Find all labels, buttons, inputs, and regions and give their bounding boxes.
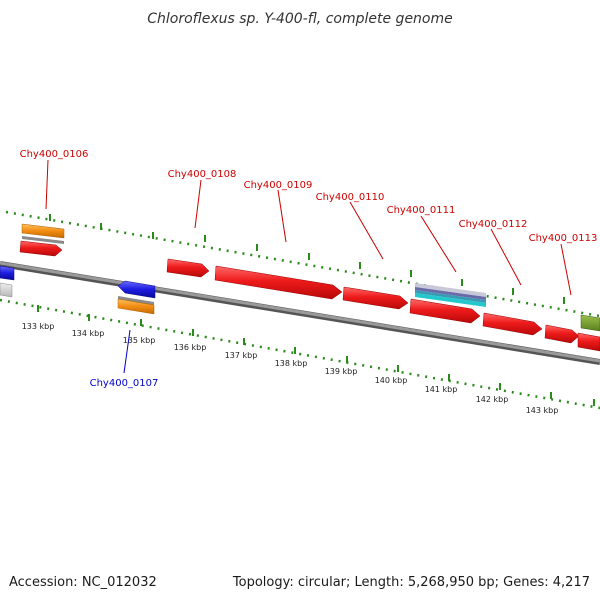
gene-label-chy400-0106[interactable]: Chy400_0106 xyxy=(20,149,89,160)
scale-label: 141 kbp xyxy=(425,385,458,394)
reverse-major-ticks xyxy=(37,305,595,406)
scale-label: 136 kbp xyxy=(174,343,207,352)
gene-label-chy400-0111[interactable]: Chy400_0111 xyxy=(387,205,456,216)
scale-label: 139 kbp xyxy=(325,367,358,376)
feature-chy400-0113[interactable] xyxy=(544,324,580,344)
forward-major-ticks xyxy=(49,214,565,304)
gene-label-chy400-0109[interactable]: Chy400_0109 xyxy=(244,180,313,191)
gene-label-chy400-0113[interactable]: Chy400_0113 xyxy=(529,233,598,244)
gene-labels: Chy400_0106 Chy400_0107 Chy400_0108 Chy4… xyxy=(20,149,598,389)
feature-chy400-0112[interactable] xyxy=(482,312,543,336)
feature-chy400-0108[interactable] xyxy=(166,258,210,278)
scale-label: 137 kbp xyxy=(225,351,258,360)
feature-chy400-0107[interactable] xyxy=(117,280,156,315)
feature-edge-left[interactable] xyxy=(0,265,15,298)
feature-chy400-0110[interactable] xyxy=(342,286,409,310)
scale-label: 134 kbp xyxy=(72,329,105,338)
scale-label: 135 kbp xyxy=(123,336,156,345)
gene-label-chy400-0107[interactable]: Chy400_0107 xyxy=(90,378,159,389)
feature-chy400-0106[interactable] xyxy=(19,223,65,257)
scale-labels: 133 kbp 134 kbp 135 kbp 136 kbp 137 kbp … xyxy=(22,322,559,415)
gene-label-chy400-0108[interactable]: Chy400_0108 xyxy=(168,169,237,180)
accession-text: Accession: NC_012032 xyxy=(9,575,157,590)
scale-label: 140 kbp xyxy=(375,376,408,385)
scale-label: 138 kbp xyxy=(275,359,308,368)
gene-label-chy400-0110[interactable]: Chy400_0110 xyxy=(316,192,385,203)
feature-chy400-0111[interactable] xyxy=(409,283,486,324)
feature-chy400-0109[interactable] xyxy=(214,265,343,300)
scale-label: 133 kbp xyxy=(22,322,55,331)
feature-edge-right[interactable] xyxy=(577,314,600,352)
gene-label-chy400-0112[interactable]: Chy400_0112 xyxy=(459,219,528,230)
map-title: Chloroflexus sp. Y-400-fl, complete geno… xyxy=(147,11,453,27)
reverse-dotted-track xyxy=(0,298,600,410)
scale-label: 143 kbp xyxy=(526,406,559,415)
genome-backbone-highlight xyxy=(0,261,600,363)
topology-text: Topology: circular; Length: 5,268,950 bp… xyxy=(232,575,590,590)
scale-label: 142 kbp xyxy=(476,395,509,404)
label-leaders xyxy=(45,159,572,374)
